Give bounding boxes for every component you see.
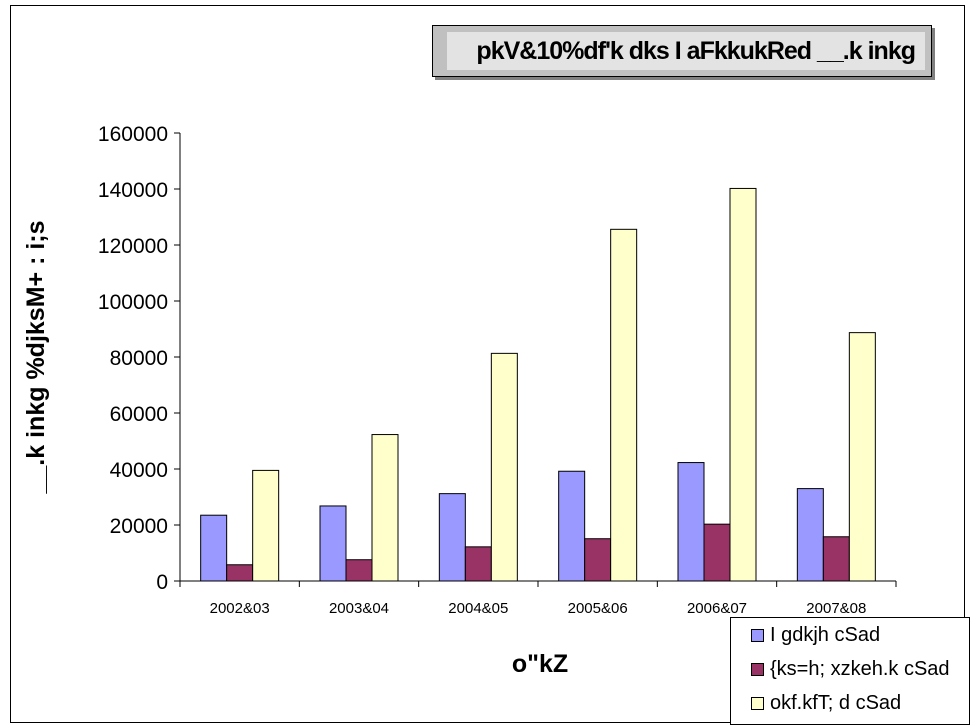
y-tick-label: 20000 [110, 515, 168, 538]
chart-title-inner: pkV&10%df'k dks I aFkkukRed __.k inkg [447, 32, 925, 70]
chart-legend: I gdkjh cSad {ks=h; xzkeh.k cSad okf.kfT… [730, 617, 970, 725]
y-tick-label: 40000 [110, 459, 168, 482]
chart-frame [10, 5, 965, 723]
y-tick-label: 80000 [110, 347, 168, 370]
bar-1-2004&05 [438, 493, 466, 582]
bar-1-2006&07 [677, 462, 705, 582]
chart-title-box: pkV&10%df'k dks I aFkkukRed __.k inkg [432, 25, 932, 77]
legend-item-series-3: okf.kfT; d cSad [751, 692, 901, 715]
bar-1-2007&08 [796, 488, 824, 582]
bar-3-2003&04 [371, 434, 399, 582]
bar-2-2004&05 [464, 546, 492, 582]
x-tick-label: 2007&08 [806, 600, 866, 617]
legend-label-series-2: {ks=h; xzkeh.k cSad [770, 658, 950, 680]
bar-1-2003&04 [319, 505, 347, 582]
bar-3-2007&08 [848, 332, 876, 582]
x-tick-label: 2003&04 [329, 600, 389, 617]
y-tick-label: 0 [156, 571, 168, 594]
bar-1-2005&06 [558, 470, 586, 582]
legend-item-series-2: {ks=h; xzkeh.k cSad [751, 658, 950, 681]
bar-3-2005&06 [610, 228, 638, 582]
legend-item-series-1: I gdkjh cSad [751, 624, 880, 647]
bar-2-2005&06 [584, 538, 612, 582]
chart-title: pkV&10%df'k dks I aFkkukRed __.k inkg [476, 36, 916, 65]
legend-swatch-series-1 [751, 629, 764, 642]
bar-2-2006&07 [703, 523, 731, 582]
y-tick-label: 140000 [98, 179, 168, 202]
y-tick-label: 60000 [110, 403, 168, 426]
y-tick-label: 120000 [98, 235, 168, 258]
bar-3-2004&05 [490, 352, 518, 582]
x-tick-label: 2004&05 [448, 600, 508, 617]
bar-1-2002&03 [200, 514, 228, 582]
bar-2-2003&04 [345, 559, 373, 582]
x-axis-title: o"kZ [512, 650, 568, 678]
y-tick-label: 160000 [98, 123, 168, 146]
bar-3-2006&07 [729, 187, 757, 582]
legend-swatch-series-3 [751, 697, 764, 710]
x-tick-label: 2006&07 [687, 600, 747, 617]
legend-label-series-1: I gdkjh cSad [770, 624, 881, 646]
x-tick-label: 2005&06 [568, 600, 628, 617]
y-tick-label: 100000 [98, 291, 168, 314]
bar-3-2002&03 [252, 469, 280, 582]
x-tick-label: 2002&03 [210, 600, 270, 617]
legend-label-series-3: okf.kfT; d cSad [770, 692, 902, 714]
legend-swatch-series-2 [751, 663, 764, 676]
bar-2-2007&08 [822, 536, 850, 582]
y-axis-title: __.k inkg %djksM+ : i;s [22, 220, 50, 494]
bar-2-2002&03 [226, 564, 254, 582]
